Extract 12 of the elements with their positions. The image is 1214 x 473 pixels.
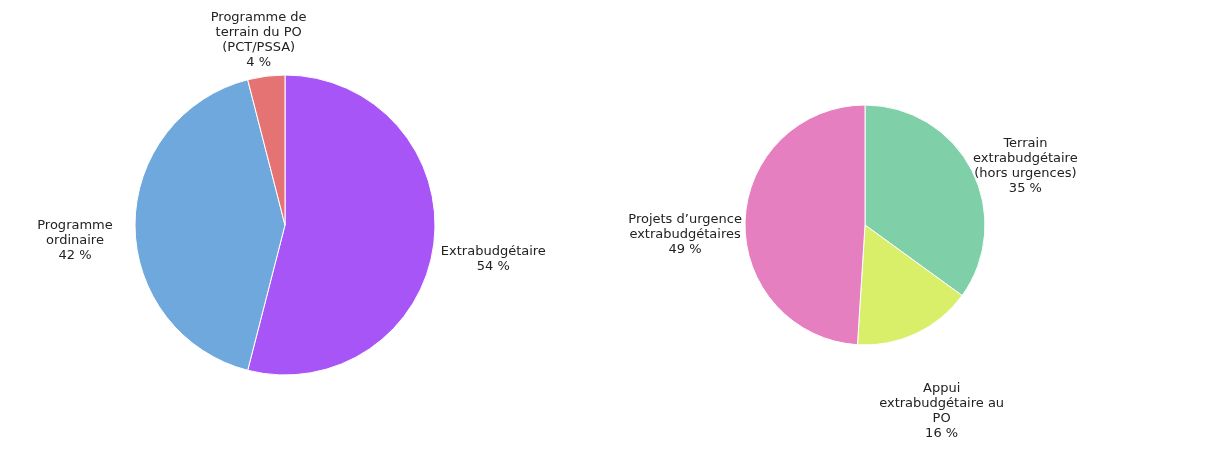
slice-label: Programme de terrain du PO (PCT/PSSA) — [210, 8, 307, 54]
data-label: 4 % — [246, 53, 272, 69]
slice-label: Projets d’urgence extrabudgétaires — [628, 211, 742, 242]
slice-label: Terrain extrabudgétaire (hors urgences) — [973, 135, 1078, 181]
data-label: 16 % — [925, 424, 959, 440]
data-label: 54 % — [476, 258, 510, 274]
data-label: 42 % — [58, 247, 92, 262]
slice-label: Appui extrabudgétaire au PO — [879, 379, 1005, 425]
data-label: 35 % — [1008, 180, 1042, 196]
data-label: 49 % — [668, 241, 702, 257]
slice-label: Programme ordinaire — [37, 217, 113, 247]
slice-label: Extrabudgétaire — [440, 243, 546, 259]
